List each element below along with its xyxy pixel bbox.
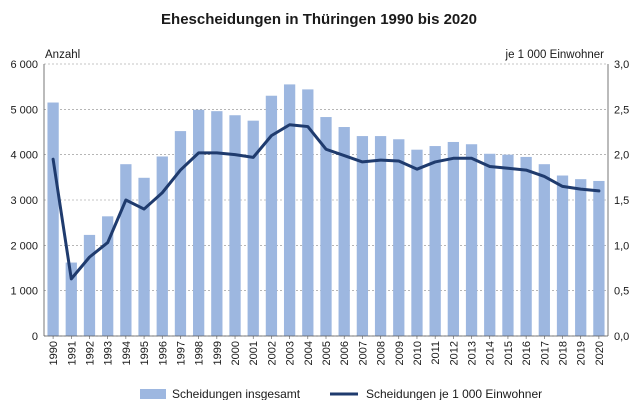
bar-1991 [65, 262, 77, 336]
y-right-tick-label: 0,5 [614, 286, 629, 298]
bar-2002 [265, 95, 278, 336]
bar-2019 [575, 179, 587, 336]
x-tick-label: 2016 [521, 341, 533, 365]
y-left-tick-label: 2 000 [10, 240, 38, 252]
bar-series [47, 84, 605, 337]
y-right-tick-label: 1,5 [614, 195, 629, 207]
bar-2017 [538, 164, 550, 336]
bar-2010 [411, 149, 423, 336]
legend: Scheidungen insgesamt Scheidungen je 1 0… [140, 387, 542, 400]
bar-1998 [193, 109, 205, 336]
chart-title: Ehescheidungen in Thüringen 1990 bis 202… [161, 11, 477, 28]
line-per-1000 [51, 123, 601, 281]
x-tick-label: 2017 [539, 341, 551, 365]
x-tick-label: 1996 [157, 341, 169, 365]
x-tick-label: 2006 [339, 341, 351, 365]
y-left-tick-label: 3 000 [10, 195, 38, 207]
bar-1994 [120, 164, 132, 336]
y-right-tick-label: 0,0 [614, 331, 629, 343]
bar-1999 [211, 111, 223, 337]
bar-2001 [247, 120, 259, 336]
bar-2014 [484, 153, 496, 336]
x-tick-label: 2013 [467, 341, 479, 365]
bar-2007 [356, 136, 369, 336]
bar-2006 [338, 127, 350, 336]
bar-2009 [393, 139, 405, 336]
x-tick-label: 2010 [412, 341, 424, 365]
x-axis-ticks: 1990 1991 1992 1993 1994 1995 1996 1997 1998 1999… [48, 336, 606, 365]
y-left-tick-label: 0 [32, 331, 38, 343]
y-left-tick-label: 4 000 [10, 150, 38, 162]
legend-swatch-bar [140, 389, 166, 399]
y-axis-left-ticks: 0 1 000 2 000 3 000 4 000 5 000 6 000 [10, 59, 38, 343]
x-tick-label: 2001 [248, 341, 260, 365]
bar-2013 [465, 144, 478, 336]
x-tick-label: 1991 [66, 341, 78, 365]
x-tick-label: 1999 [212, 341, 224, 365]
x-tick-label: 2019 [576, 341, 588, 365]
x-tick-label: 2011 [430, 341, 442, 365]
x-tick-label: 1990 [48, 341, 60, 365]
x-tick-label: 2000 [230, 341, 242, 365]
bar-1997 [174, 131, 187, 336]
bar-1993 [102, 216, 114, 336]
y-axis-right-title: je 1 000 Einwohner [505, 49, 605, 61]
legend-label-line: Scheidungen je 1 000 Einwohner [366, 387, 542, 400]
x-tick-label: 2005 [321, 341, 333, 365]
y-axis-left-title: Anzahl [45, 49, 80, 61]
x-tick-label: 1997 [175, 341, 187, 365]
x-tick-label: 1994 [121, 341, 133, 365]
bar-1990 [47, 102, 59, 336]
legend-label-bar: Scheidungen insgesamt [172, 387, 301, 400]
x-tick-label: 2020 [594, 341, 606, 365]
x-tick-label: 2007 [357, 341, 369, 365]
bar-2011 [429, 146, 441, 336]
bar-1992 [83, 234, 96, 336]
bar-2003 [283, 84, 296, 337]
x-tick-label: 2008 [376, 341, 388, 365]
bar-2005 [320, 117, 332, 336]
y-left-tick-label: 6 000 [10, 59, 38, 71]
bar-1996 [156, 156, 168, 336]
bar-2016 [520, 156, 532, 336]
x-tick-label: 2015 [503, 341, 515, 365]
bar-2020 [593, 180, 605, 336]
x-tick-label: 1992 [84, 341, 96, 365]
bar-2015 [502, 154, 514, 336]
y-right-tick-label: 3,0 [614, 59, 629, 71]
bar-1995 [138, 177, 150, 336]
x-tick-label: 2012 [448, 341, 460, 365]
bar-2004 [302, 89, 314, 336]
y-axis-right-ticks: 0,0 0,5 1,0 1,5 2,0 2,5 3,0 [614, 59, 629, 343]
x-tick-label: 2009 [394, 341, 406, 365]
bar-2000 [229, 115, 241, 336]
x-tick-label: 2014 [485, 341, 497, 365]
grid-lines [44, 63, 608, 337]
x-tick-label: 1998 [194, 341, 206, 365]
y-right-tick-label: 1,0 [614, 240, 629, 252]
x-tick-label: 1995 [139, 341, 151, 365]
y-left-tick-label: 1 000 [10, 286, 38, 298]
x-tick-label: 2003 [285, 341, 297, 365]
line-series [51, 123, 601, 281]
y-right-tick-label: 2,0 [614, 150, 629, 162]
bar-2008 [374, 136, 387, 336]
x-tick-label: 1993 [103, 341, 115, 365]
y-right-tick-label: 2,5 [614, 104, 629, 116]
x-tick-label: 2018 [558, 341, 570, 365]
x-tick-label: 2002 [266, 341, 278, 365]
y-left-tick-label: 5 000 [10, 104, 38, 116]
bar-2018 [556, 175, 569, 336]
bar-2012 [447, 141, 459, 336]
x-tick-label: 2004 [303, 341, 315, 365]
